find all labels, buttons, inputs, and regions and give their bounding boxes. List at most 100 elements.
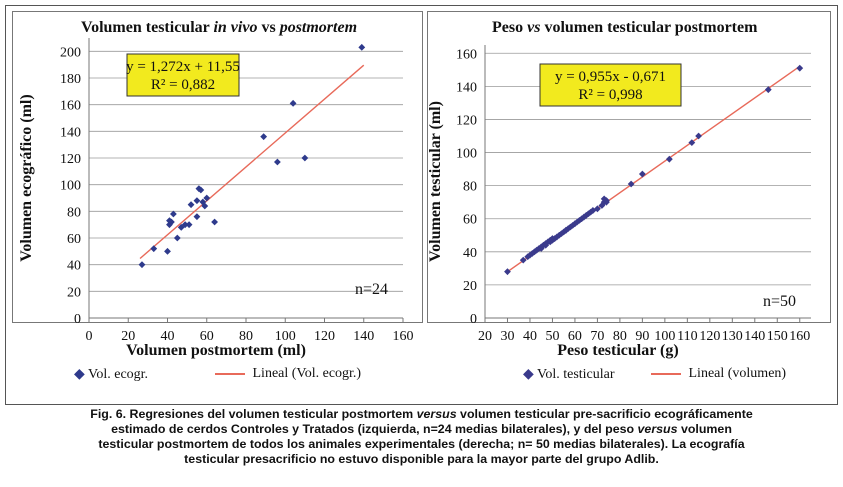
y-tick-label: 60 xyxy=(463,213,477,228)
data-point xyxy=(199,198,207,206)
data-point xyxy=(150,245,158,253)
data-point xyxy=(551,235,559,242)
chart-title: Volumen testicular in vivo vs postmortem xyxy=(81,19,357,36)
chart-panel-right: Peso vs volumen testicular postmortem 0 20… xyxy=(427,11,831,359)
caption-line-2: estimado de cerdos Controles y Tratados … xyxy=(111,422,732,436)
data-point xyxy=(166,221,173,229)
x-tick-label: 100 xyxy=(654,329,675,344)
legend-right-trend-label: Lineal (volumen) xyxy=(688,366,787,381)
data-point xyxy=(260,133,268,141)
x-tick-label: 110 xyxy=(677,329,697,344)
caption-line-3: testicular postmortem de todos los anima… xyxy=(98,437,745,451)
equation-box xyxy=(539,63,682,107)
y-tick-label: 20 xyxy=(463,279,477,294)
y-tick-label: 40 xyxy=(67,259,81,274)
caption-line-4: testicular presacrificio no estuvo dispo… xyxy=(184,452,659,466)
y-tick-label: 100 xyxy=(60,179,81,194)
x-tick-label: 120 xyxy=(699,329,720,344)
y-tick-label: 160 xyxy=(456,47,477,62)
x-tick-label: 80 xyxy=(239,329,253,344)
x-tick-label: 140 xyxy=(353,329,374,344)
legend-right-marker: ◆ Vol. testicular xyxy=(523,366,615,383)
x-tick-label: 130 xyxy=(722,329,743,344)
legend-left-series: Vol. ecogr. xyxy=(88,367,149,382)
x-tick-label: 80 xyxy=(613,329,627,344)
data-point xyxy=(201,202,209,210)
x-tick-label: 70 xyxy=(590,329,604,344)
data-point xyxy=(173,234,181,242)
data-point xyxy=(358,43,366,51)
legend-left-trend: Lineal (Vol. ecogr.) xyxy=(215,366,361,382)
equation-box xyxy=(126,53,240,97)
chart-right-svg: Peso vs volumen testicular postmortem 0 20… xyxy=(427,19,811,359)
x-tick-label: 30 xyxy=(500,329,514,344)
r-squared: R² = 0,882 xyxy=(151,77,215,93)
y-tick-label: 160 xyxy=(60,99,81,114)
y-tick-label: 120 xyxy=(456,113,477,128)
data-point xyxy=(764,86,772,94)
x-tick-label: 50 xyxy=(545,329,559,344)
y-tick-label: 180 xyxy=(60,72,81,87)
data-point xyxy=(185,221,193,229)
x-tick-label: 120 xyxy=(314,329,335,344)
data-point xyxy=(533,246,541,254)
data-point xyxy=(580,213,588,221)
legend-right-trend: Lineal (volumen) xyxy=(651,366,786,382)
y-tick-label: 80 xyxy=(67,205,81,220)
regression-equation: y = 0,955x - 0,671 xyxy=(555,69,666,85)
data-point xyxy=(569,221,577,229)
data-point xyxy=(560,228,568,236)
chart-panel-left: Volumen testicular in vivo vs postmortem… xyxy=(12,11,423,359)
x-tick-label: 140 xyxy=(744,329,765,344)
trendline xyxy=(139,64,365,260)
data-point xyxy=(203,194,211,202)
x-tick-label: 60 xyxy=(200,329,214,344)
data-point xyxy=(181,221,189,229)
data-point xyxy=(193,213,201,221)
data-point xyxy=(603,198,610,206)
chart-left-svg: Volumen testicular in vivo vs postmortem… xyxy=(18,19,414,359)
legend-left-trend-label: Lineal (Vol. ecogr.) xyxy=(252,366,362,381)
data-point xyxy=(504,268,511,276)
data-point xyxy=(289,99,297,107)
x-tick-label: 20 xyxy=(121,329,135,344)
data-point xyxy=(571,220,579,228)
data-point xyxy=(688,139,696,147)
x-tick-label: 150 xyxy=(767,329,788,344)
data-point xyxy=(187,201,195,209)
y-axis-label: Volumen testicular (ml) xyxy=(427,101,444,262)
x-axis-label: Volumen postmortem (ml) xyxy=(126,342,306,359)
data-point xyxy=(168,218,175,226)
n-label: n=50 xyxy=(763,293,796,310)
x-tick-label: 40 xyxy=(161,329,175,344)
data-point xyxy=(274,158,281,166)
data-point xyxy=(164,247,171,255)
data-point xyxy=(587,208,595,216)
legend-marker-icon: ◆ xyxy=(74,367,85,382)
data-point xyxy=(665,155,673,163)
r-squared: R² = 0,998 xyxy=(578,87,642,103)
data-point xyxy=(695,132,702,140)
chart-title: Peso vs volumen testicular postmortem xyxy=(492,19,758,36)
y-tick-label: 120 xyxy=(60,152,81,167)
data-point xyxy=(638,170,646,178)
legend-right-series: Vol. testicular xyxy=(537,367,615,382)
y-axis-label: Volumen ecográfico (ml) xyxy=(18,94,35,261)
x-tick-label: 0 xyxy=(86,329,93,344)
x-tick-label: 160 xyxy=(393,329,414,344)
y-tick-label: 60 xyxy=(67,232,81,247)
data-point xyxy=(526,251,534,259)
y-tick-label: 80 xyxy=(463,180,477,195)
x-tick-label: 100 xyxy=(275,329,296,344)
data-point xyxy=(193,197,201,205)
caption-line-1: Fig. 6. Regresiones del volumen testicul… xyxy=(90,407,753,421)
legend-left-marker: ◆ Vol. ecogr. xyxy=(74,366,148,383)
x-tick-label: 60 xyxy=(568,329,582,344)
y-tick-label: 200 xyxy=(60,45,81,60)
data-point xyxy=(138,261,146,269)
regression-equation: y = 1,272x + 11,55 xyxy=(126,59,240,75)
y-tick-label: 100 xyxy=(456,147,477,162)
data-point xyxy=(211,218,218,226)
legend-marker-icon: ◆ xyxy=(523,367,534,382)
y-tick-label: 0 xyxy=(470,312,477,327)
